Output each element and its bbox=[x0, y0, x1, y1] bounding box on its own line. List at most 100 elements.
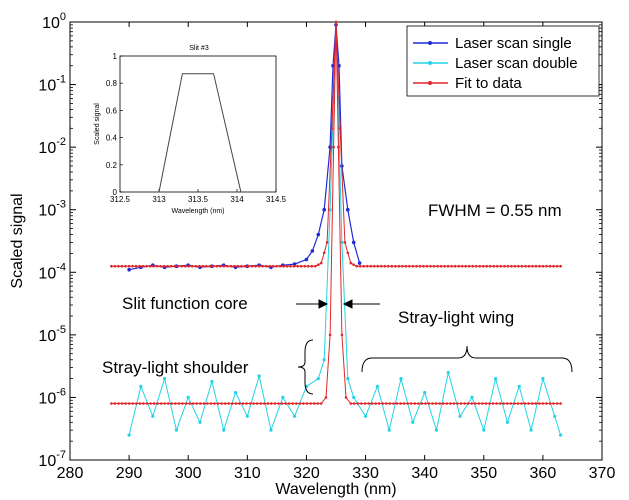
series-fit-to-data-point bbox=[559, 264, 562, 268]
series-fit-to-data-point bbox=[201, 264, 205, 268]
inset-chart: Slit #3 312.5 313 313.5 314 314.5 0 0.2 0.4 0.6… bbox=[86, 40, 296, 215]
inset-y-tick-label: 1 bbox=[113, 52, 118, 61]
series-fit-to-data-low-point bbox=[113, 402, 117, 405]
series-laser-scan-single-point bbox=[304, 257, 309, 262]
series-fit-to-data-low-point bbox=[195, 402, 198, 405]
series-fit-to-data-low-point bbox=[530, 402, 534, 405]
inset-x-tick-label: 314 bbox=[230, 195, 244, 204]
series-laser-scan-double-point bbox=[423, 390, 427, 395]
series-fit-to-data-point bbox=[369, 264, 373, 268]
series-fit-to-data-point bbox=[520, 264, 524, 268]
series-fit-to-data-point bbox=[478, 264, 482, 268]
series-fit-to-data-point bbox=[365, 264, 369, 268]
series-laser-scan-single-point bbox=[310, 249, 315, 253]
series-fit-to-data-low-point bbox=[513, 402, 516, 405]
series-fit-to-data-low-point bbox=[424, 402, 427, 405]
series-fit-to-data-low-point bbox=[332, 145, 335, 149]
series-fit-to-data-point bbox=[460, 264, 464, 268]
x-axis-label: Wavelength (nm) bbox=[275, 481, 396, 498]
x-tick-label: 360 bbox=[530, 465, 557, 482]
series-fit-to-data-point bbox=[432, 264, 436, 268]
series-fit-to-data-point bbox=[113, 264, 117, 268]
series-fit-to-data-low-point bbox=[305, 402, 309, 405]
series-fit-to-data-low-point bbox=[234, 402, 238, 405]
series-laser-scan-single-point bbox=[316, 232, 321, 237]
series-fit-to-data-low-point bbox=[452, 402, 456, 405]
slit-core-arrows bbox=[296, 299, 380, 309]
series-fit-to-data-low-point bbox=[466, 402, 470, 405]
series-fit-to-data-low-point bbox=[552, 402, 555, 405]
series-fit-to-data-point bbox=[503, 264, 506, 268]
series-fit-to-data-low-point bbox=[319, 402, 323, 405]
series-fit-to-data-low-point bbox=[420, 402, 424, 405]
series-fit-to-data-low-point bbox=[520, 402, 523, 405]
series-laser-scan-double-point bbox=[517, 384, 521, 388]
series-fit-to-data-low-point bbox=[449, 402, 452, 405]
series-fit-to-data-low-point bbox=[434, 402, 438, 405]
y-tick-label: 10-5 bbox=[38, 324, 66, 345]
series-fit-to-data-point bbox=[198, 264, 201, 268]
series-fit-to-data-point bbox=[450, 264, 453, 268]
series-fit-to-data-low-point bbox=[220, 402, 223, 405]
inset-series-layer bbox=[158, 73, 242, 193]
series-laser-scan-double-point bbox=[399, 377, 403, 381]
series-fit-to-data-low-point bbox=[177, 402, 181, 405]
series-fit-to-data-low-point bbox=[131, 402, 134, 405]
series-fit-to-data-point bbox=[319, 261, 323, 265]
series-fit-to-data-point bbox=[310, 264, 314, 268]
series-fit-to-data-low-point bbox=[484, 402, 488, 405]
series-fit-to-data-low-point bbox=[280, 402, 284, 405]
series-laser-scan-double-point bbox=[293, 414, 297, 418]
series-fit-to-data-point bbox=[271, 264, 275, 268]
series-fit-to-data-low-point bbox=[167, 402, 170, 405]
series-fit-to-data-low-point bbox=[506, 402, 509, 405]
series-fit-to-data-low-point bbox=[538, 402, 541, 405]
series-fit-to-data-point bbox=[524, 264, 527, 268]
series-fit-to-data-point bbox=[474, 264, 478, 268]
series-fit-to-data-point bbox=[510, 264, 513, 268]
series-fit-to-data-low-point bbox=[340, 333, 344, 337]
x-tick-label: 290 bbox=[116, 465, 143, 482]
series-fit-to-data-low-point bbox=[241, 402, 245, 405]
inset-x-axis-label: Wavelength (nm) bbox=[171, 208, 224, 215]
series-fit-to-data-low-point bbox=[495, 402, 498, 405]
series-fit-to-data-low-point bbox=[120, 402, 124, 405]
series-laser-scan-double-point bbox=[139, 384, 143, 388]
series-fit-to-data-low-point bbox=[302, 402, 305, 405]
series-fit-to-data-point bbox=[212, 264, 215, 268]
series-fit-to-data-low-point bbox=[488, 402, 491, 405]
series-fit-to-data-low-point bbox=[337, 145, 340, 149]
series-fit-to-data-low-point bbox=[491, 402, 495, 405]
series-fit-to-data-point bbox=[436, 264, 439, 268]
stray-wing-annotation: Stray-light wing bbox=[398, 308, 514, 327]
series-fit-to-data-point bbox=[349, 261, 353, 265]
legend-box bbox=[406, 25, 600, 97]
series-fit-to-data-point bbox=[254, 264, 257, 268]
series-fit-to-data-point bbox=[243, 264, 247, 268]
series-fit-to-data-point bbox=[282, 264, 286, 268]
series-fit-to-data-low-point bbox=[209, 402, 213, 405]
x-tick-label: 350 bbox=[470, 465, 497, 482]
series-fit-to-data-point bbox=[506, 264, 510, 268]
series-fit-to-data-low-point bbox=[377, 402, 381, 405]
series-fit-to-data-low-point bbox=[206, 402, 209, 405]
inset-x-tick-label: 312.5 bbox=[110, 195, 131, 204]
inset-y-tick-labels: 0 0.2 0.4 0.6 0.8 1 bbox=[106, 52, 118, 197]
series-fit-to-data-point bbox=[538, 264, 541, 268]
inset-x-tick-label: 313 bbox=[152, 195, 166, 204]
y-axis-label: Scaled signal bbox=[9, 193, 26, 288]
series-fit-to-data-low-point bbox=[191, 402, 195, 405]
series-fit-to-data-point bbox=[439, 264, 443, 268]
series-fit-to-data-low-point bbox=[381, 402, 385, 405]
series-fit-to-data-low-point bbox=[245, 402, 248, 405]
series-fit-to-data-point bbox=[338, 127, 342, 130]
series-laser-scan-double-point bbox=[434, 428, 439, 432]
series-fit-to-data-point bbox=[159, 264, 162, 268]
series-laser-scan-single-point bbox=[351, 240, 356, 245]
series-fit-to-data-point bbox=[496, 264, 499, 268]
series-fit-to-data-point bbox=[268, 264, 271, 268]
series-fit-to-data-point bbox=[362, 264, 366, 268]
series-laser-scan-double-point bbox=[553, 414, 557, 418]
stray-shoulder-brace bbox=[297, 339, 314, 395]
series-laser-scan-double-point bbox=[411, 420, 415, 424]
